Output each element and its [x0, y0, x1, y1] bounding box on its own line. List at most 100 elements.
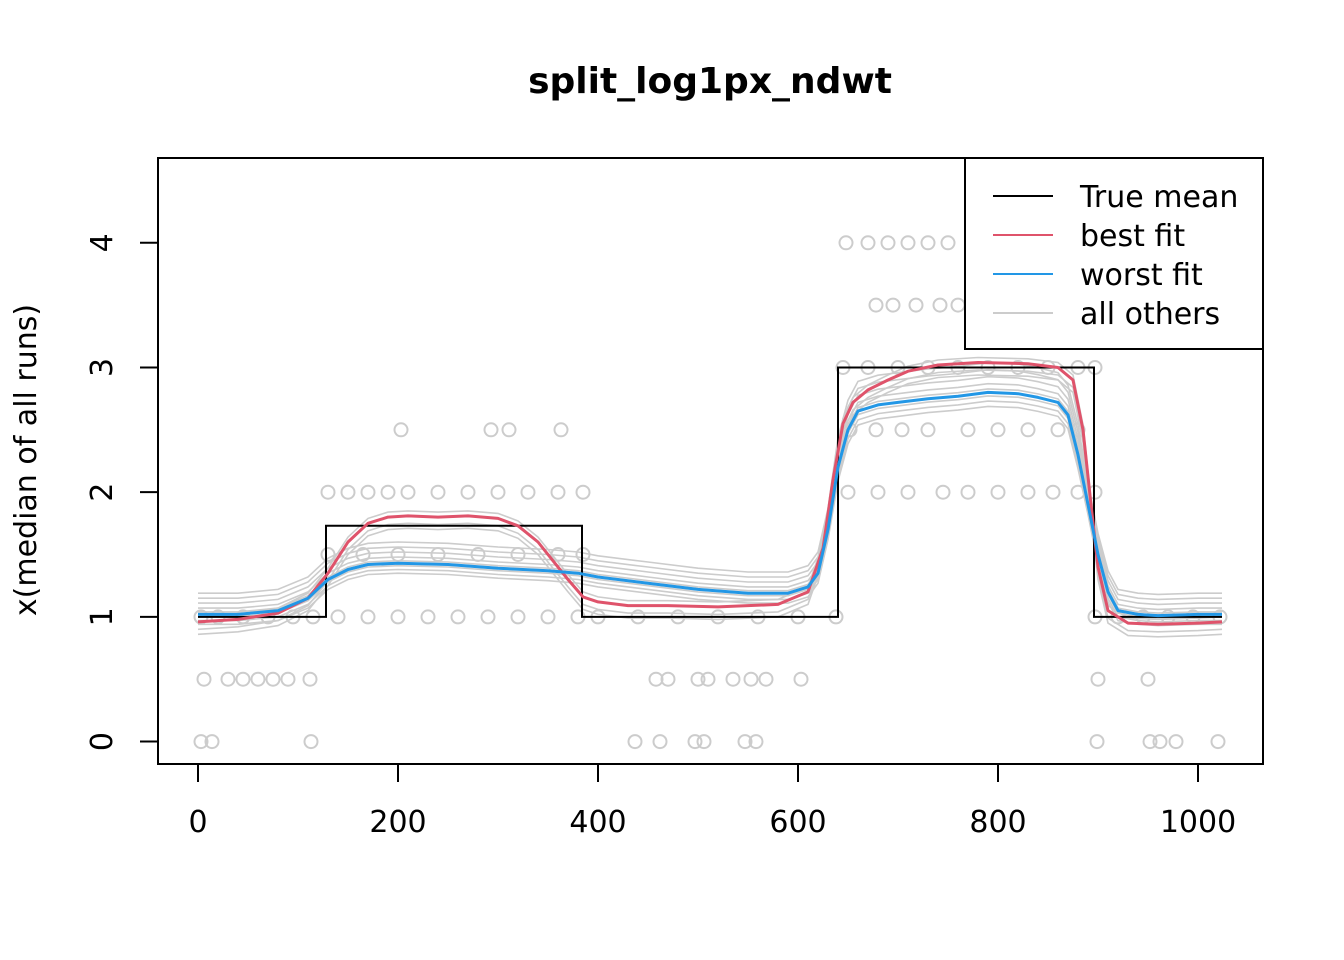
observation-point — [320, 547, 336, 562]
observation-point — [1050, 422, 1066, 438]
observation-point — [1168, 734, 1184, 750]
x-tick-label: 600 — [769, 805, 826, 840]
observation-point — [940, 235, 956, 251]
observation-point — [400, 484, 416, 500]
observation-point — [490, 484, 506, 500]
observation-point — [520, 484, 536, 500]
observation-point — [420, 609, 436, 625]
observation-point — [880, 235, 896, 251]
legend-label: worst fit — [1080, 258, 1203, 293]
observation-point — [193, 734, 209, 750]
observation-point — [900, 484, 916, 500]
y-tick-label: 2 — [85, 483, 120, 502]
observation-point — [280, 671, 296, 687]
legend-label: best fit — [1080, 219, 1185, 254]
observation-point — [483, 422, 499, 438]
observation-point — [235, 671, 251, 687]
y-axis-label: x(median of all runs) — [9, 304, 44, 616]
observation-point — [935, 484, 951, 500]
observation-point — [1210, 734, 1226, 750]
observation-point — [550, 484, 566, 500]
observation-point — [660, 671, 676, 687]
observation-point — [430, 547, 446, 562]
y-tick-label: 4 — [85, 233, 120, 252]
observation-point — [860, 235, 876, 251]
observation-point — [450, 609, 466, 625]
x-tick-label: 1000 — [1160, 805, 1236, 840]
legend-box — [964, 157, 1264, 350]
observation-point — [868, 422, 884, 438]
axes: 0 200 400 600 800 1000 0 1 2 3 4 — [85, 157, 1264, 840]
observation-point — [1020, 422, 1036, 438]
observation-point — [330, 609, 346, 625]
observation-point — [553, 422, 569, 438]
observation-point — [838, 235, 854, 251]
observation-point — [990, 484, 1006, 500]
observation-point — [990, 422, 1006, 438]
series-lines — [197, 361, 1223, 626]
observation-point — [501, 422, 517, 438]
observation-point — [700, 671, 716, 687]
observation-point — [894, 422, 910, 438]
y-tick-label: 3 — [85, 358, 120, 377]
observation-point — [737, 734, 753, 750]
observation-point — [868, 297, 884, 313]
observation-point — [1045, 484, 1061, 500]
observation-point — [204, 734, 220, 750]
observation-point — [510, 609, 526, 625]
observation-point — [320, 484, 336, 500]
chart-title: split_log1px_ndwt — [528, 61, 892, 102]
observation-point — [196, 671, 212, 687]
legend: True mean best fit worst fit all others — [964, 157, 1264, 350]
observation-point — [510, 547, 526, 562]
observation-point — [743, 671, 759, 687]
observation-point — [390, 547, 406, 562]
worst-fit-line — [198, 390, 1222, 618]
legend-label: True mean — [1079, 180, 1238, 215]
observation-point — [380, 484, 396, 500]
observation-point — [1020, 484, 1036, 500]
observation-point — [575, 484, 591, 500]
observation-point — [480, 609, 496, 625]
observation-point — [1090, 671, 1106, 687]
observation-point — [430, 484, 446, 500]
observation-point — [932, 297, 948, 313]
observation-point — [303, 734, 319, 750]
observation-point — [793, 671, 809, 687]
observation-point — [390, 609, 406, 625]
x-tick-label: 400 — [569, 805, 626, 840]
observation-point — [1089, 734, 1105, 750]
observation-point — [870, 484, 886, 500]
observation-point — [360, 484, 376, 500]
observation-point — [540, 609, 556, 625]
observation-point — [725, 671, 741, 687]
observation-point — [1140, 671, 1156, 687]
y-tick-label: 1 — [85, 607, 120, 626]
true-mean-line — [198, 366, 1222, 618]
observation-point — [687, 734, 703, 750]
observation-point — [920, 422, 936, 438]
observation-point — [302, 671, 318, 687]
x-tick-label: 800 — [969, 805, 1026, 840]
observation-point — [885, 297, 901, 313]
observation-point — [960, 422, 976, 438]
x-tick-label: 200 — [369, 805, 426, 840]
x-tick-label: 0 — [188, 805, 207, 840]
observation-point — [960, 484, 976, 500]
observation-point — [355, 547, 371, 562]
observation-point — [1142, 734, 1158, 750]
observation-point — [900, 235, 916, 251]
observation-point — [220, 671, 236, 687]
observation-point — [690, 671, 706, 687]
observation-point — [393, 422, 409, 438]
observation-point — [250, 671, 266, 687]
observation-point — [696, 734, 712, 750]
observation-point — [360, 609, 376, 625]
observation-point — [265, 671, 281, 687]
observation-point — [748, 734, 764, 750]
y-tick-label: 0 — [85, 732, 120, 751]
observation-point — [460, 484, 476, 500]
observation-point — [908, 297, 924, 313]
observation-point — [1152, 734, 1168, 750]
